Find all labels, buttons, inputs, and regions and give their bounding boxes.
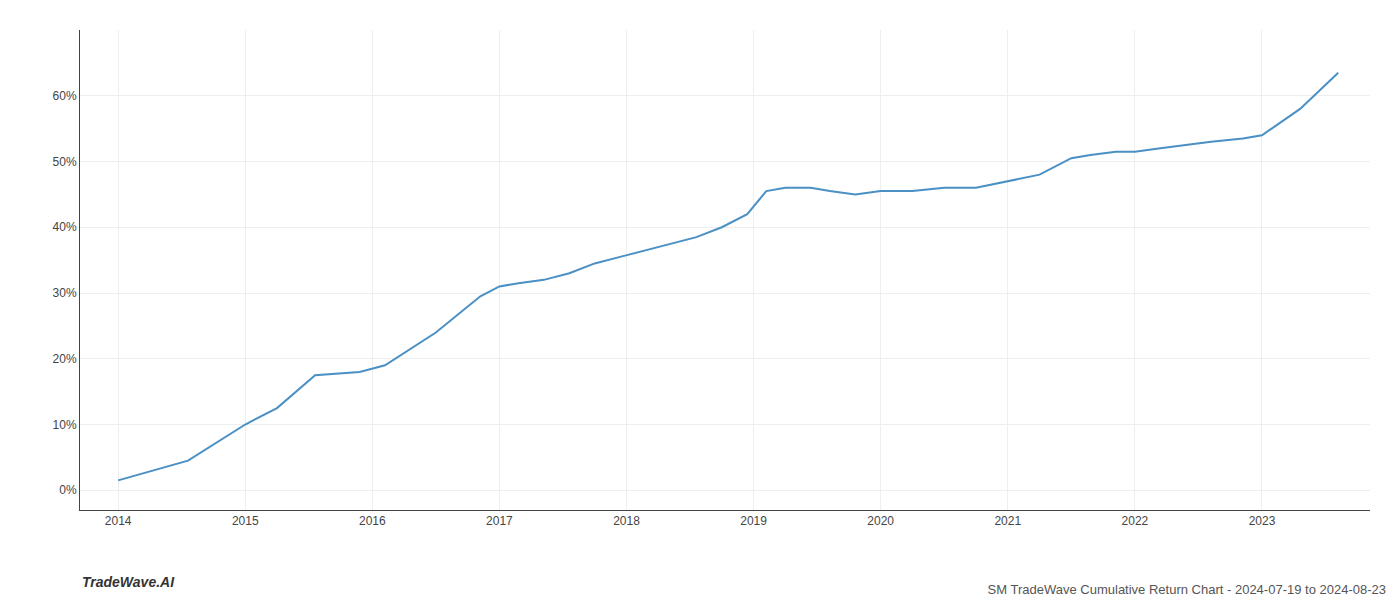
svg-text:40%: 40% xyxy=(53,220,77,234)
svg-text:60%: 60% xyxy=(53,89,77,103)
svg-text:2022: 2022 xyxy=(1122,514,1149,528)
svg-text:2015: 2015 xyxy=(232,514,259,528)
svg-text:2018: 2018 xyxy=(613,514,640,528)
svg-text:SM TradeWave Cumulative Return: SM TradeWave Cumulative Return Chart - 2… xyxy=(988,582,1386,597)
svg-text:TradeWave.AI: TradeWave.AI xyxy=(82,574,175,590)
svg-text:2023: 2023 xyxy=(1249,514,1276,528)
svg-text:0%: 0% xyxy=(59,483,77,497)
svg-text:2019: 2019 xyxy=(740,514,767,528)
svg-text:2021: 2021 xyxy=(994,514,1021,528)
svg-text:2017: 2017 xyxy=(486,514,513,528)
svg-text:20%: 20% xyxy=(53,352,77,366)
svg-text:30%: 30% xyxy=(53,286,77,300)
svg-text:10%: 10% xyxy=(53,418,77,432)
svg-text:2016: 2016 xyxy=(359,514,386,528)
svg-text:2020: 2020 xyxy=(867,514,894,528)
svg-text:2014: 2014 xyxy=(105,514,132,528)
svg-text:50%: 50% xyxy=(53,155,77,169)
